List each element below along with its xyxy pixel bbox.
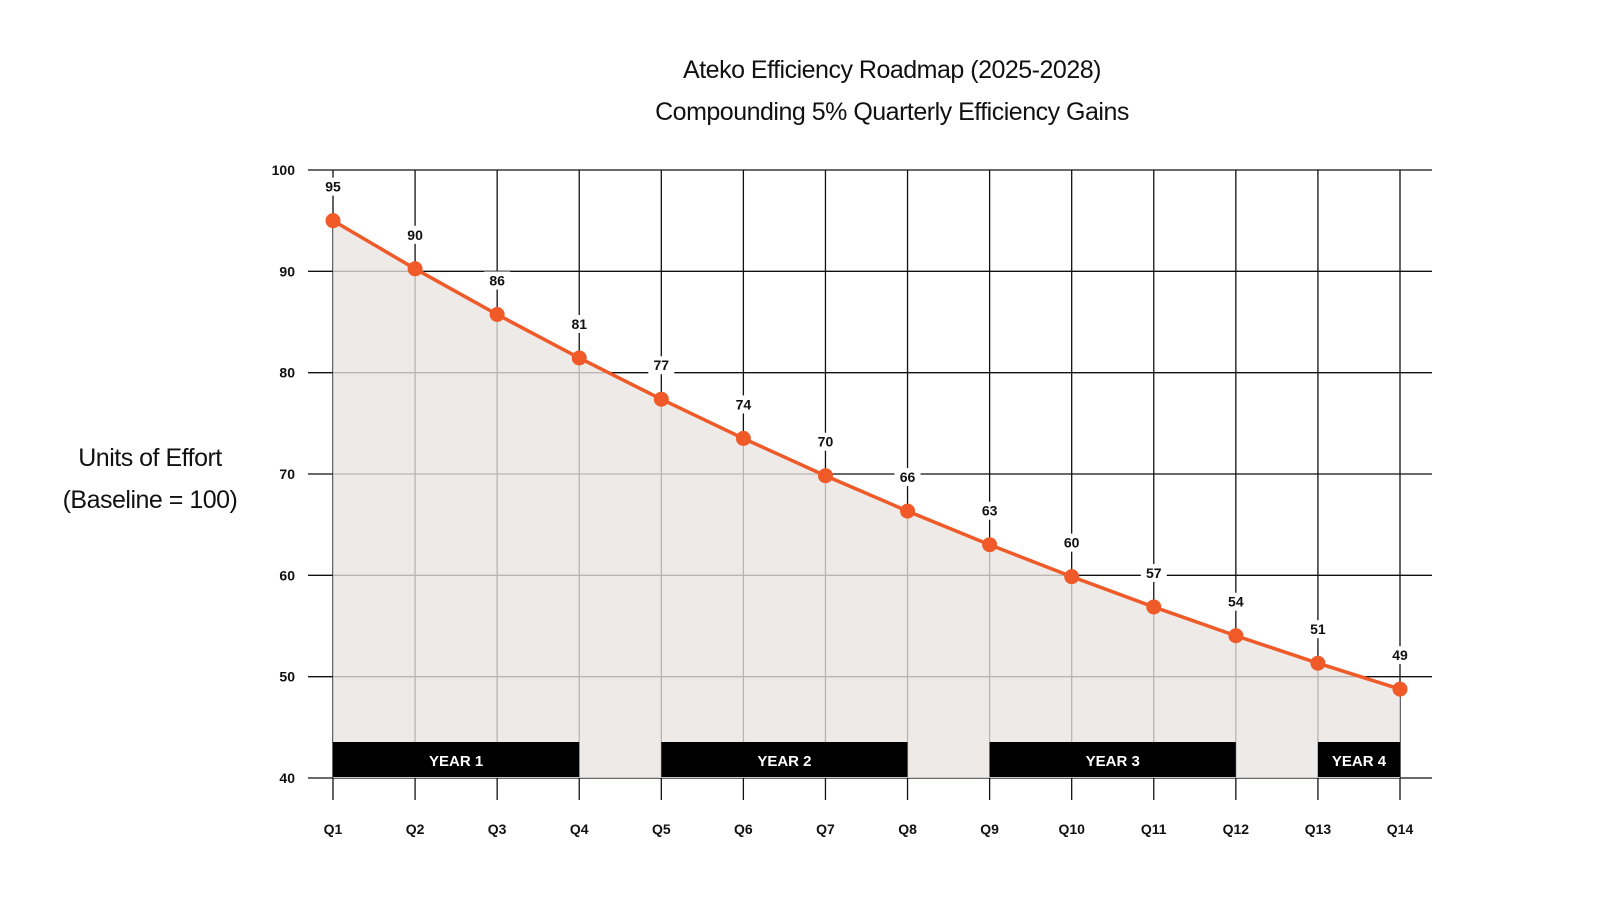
year-band <box>333 742 580 777</box>
data-point <box>982 537 998 553</box>
data-point <box>571 350 587 366</box>
data-label-bg <box>812 432 839 451</box>
data-point <box>489 307 505 323</box>
y-tick-label: 70 <box>279 466 295 482</box>
data-label-bg <box>1222 592 1249 611</box>
data-label-bg <box>1140 563 1167 582</box>
data-label: 49 <box>1392 647 1408 663</box>
x-tick-label: Q10 <box>1058 821 1085 837</box>
data-point <box>325 213 341 229</box>
x-tick-label: Q7 <box>816 821 835 837</box>
data-point <box>1146 599 1162 615</box>
data-label-bg <box>1304 620 1331 639</box>
series-line <box>332 219 1401 691</box>
data-label: 60 <box>1064 535 1080 551</box>
data-label: 95 <box>325 179 341 195</box>
data-label-bg <box>894 468 921 487</box>
data-label-bg <box>730 395 757 414</box>
data-point <box>1228 628 1244 644</box>
data-point <box>1064 569 1080 585</box>
data-label: 54 <box>1228 594 1244 610</box>
y-tick-label: 90 <box>279 263 295 279</box>
data-point <box>817 468 833 484</box>
data-label-bg <box>320 177 346 196</box>
data-label: 63 <box>982 503 998 519</box>
x-tick-label: Q2 <box>406 821 425 837</box>
x-tick-label: Q3 <box>488 821 507 837</box>
year-band-label: YEAR 1 <box>429 753 483 770</box>
y-axis-label-line2: (Baseline = 100) <box>63 486 238 514</box>
x-tick-label: Q12 <box>1223 821 1250 837</box>
x-tick-label: Q4 <box>570 821 589 837</box>
data-point <box>1310 655 1326 671</box>
year-band-label: YEAR 3 <box>1086 753 1140 770</box>
x-tick-label: Q1 <box>324 821 343 837</box>
data-point <box>735 430 751 446</box>
x-tick-label: Q8 <box>898 821 917 837</box>
data-label: 66 <box>900 469 916 485</box>
data-label: 77 <box>654 357 670 373</box>
y-tick-label: 60 <box>279 567 295 583</box>
y-tick-label: 80 <box>279 365 295 381</box>
data-point <box>407 261 423 277</box>
data-label: 86 <box>489 273 505 289</box>
data-label: 51 <box>1310 621 1326 637</box>
y-tick-label: 100 <box>272 162 296 178</box>
data-label-bg <box>484 271 511 290</box>
data-point <box>653 391 669 407</box>
data-label: 90 <box>407 227 423 243</box>
x-tick-label: Q6 <box>734 821 753 837</box>
y-tick-label: 40 <box>279 770 295 786</box>
data-label-bg <box>566 314 593 333</box>
data-point <box>900 503 916 519</box>
y-tick-label: 50 <box>279 669 295 685</box>
year-band-label: YEAR 4 <box>1332 753 1387 770</box>
data-label-bg <box>1058 533 1085 552</box>
data-label: 74 <box>736 396 752 412</box>
data-label-bg <box>1387 646 1413 665</box>
chart-title: Ateko Efficiency Roadmap (2025-2028) <box>683 56 1101 84</box>
x-tick-label: Q14 <box>1387 821 1414 837</box>
data-label-bg <box>648 356 675 375</box>
data-label: 81 <box>571 316 587 332</box>
data-label: 70 <box>818 434 834 450</box>
data-label: 57 <box>1146 565 1162 581</box>
area-fill <box>333 220 1400 778</box>
x-tick-label: Q9 <box>980 821 999 837</box>
data-point <box>1392 681 1408 697</box>
year-band <box>989 742 1236 777</box>
data-label-bg <box>976 501 1003 520</box>
x-tick-label: Q5 <box>652 821 671 837</box>
x-tick-label: Q13 <box>1305 821 1332 837</box>
x-tick-label: Q11 <box>1141 821 1167 837</box>
year-band <box>661 742 908 777</box>
plot-area: 40 50 60 70 80 90 100 Q1 Q2 Q3 Q4 Q5 Q6 Q7 Q8 Q9 Q10 Q11 Q… <box>272 162 1432 837</box>
y-axis-label-line1: Units of Effort <box>78 444 222 472</box>
year-band <box>1317 742 1400 777</box>
chart-subtitle: Compounding 5% Quarterly Efficiency Gain… <box>655 98 1129 126</box>
data-label-bg <box>402 225 429 244</box>
year-band-label: YEAR 2 <box>757 753 811 770</box>
